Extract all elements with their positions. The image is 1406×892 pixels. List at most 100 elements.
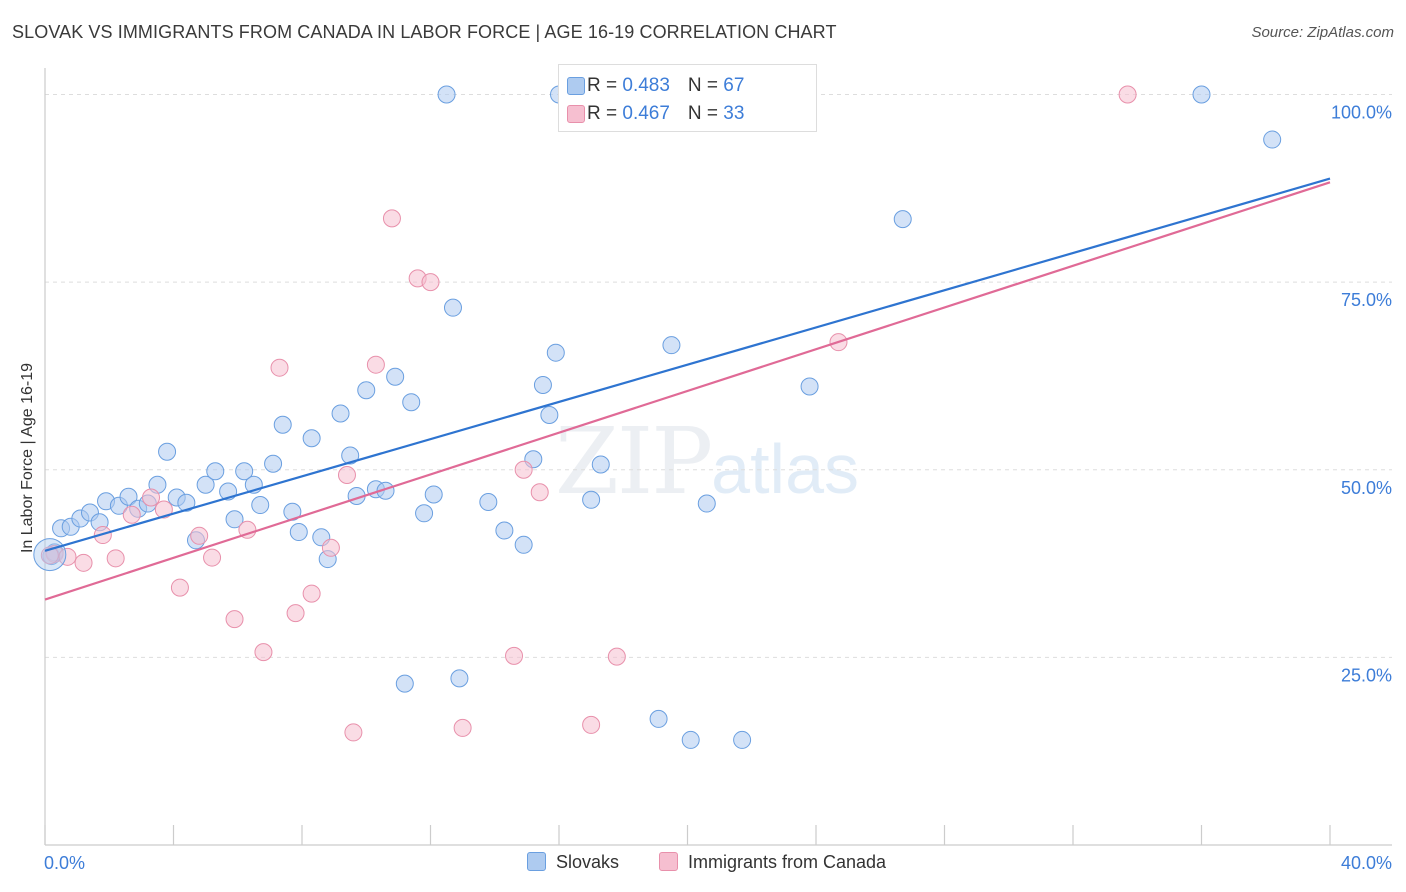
point-canada [337, 466, 356, 485]
point-slovaks [495, 521, 514, 540]
point-slovaks [273, 415, 292, 434]
point-slovaks [402, 393, 421, 412]
correlation-legend: R = 0.483 N = 67 R = 0.467 N = 33 [558, 64, 817, 132]
legend-n-label: N = [687, 75, 724, 96]
point-slovaks [591, 455, 610, 474]
point-slovaks [158, 442, 177, 461]
point-slovaks [514, 535, 533, 554]
point-canada [302, 584, 321, 603]
point-slovaks [357, 381, 376, 400]
watermark-atlas: atlas [711, 430, 860, 508]
point-slovaks [395, 674, 414, 693]
point-slovaks [443, 298, 462, 317]
legend-r-label: R = [587, 75, 623, 96]
point-slovaks [649, 709, 668, 728]
legend-r-value: 0.483 [622, 75, 670, 96]
point-canada [530, 483, 549, 502]
point-slovaks [546, 343, 565, 362]
point-slovaks [533, 375, 552, 394]
point-canada [1118, 85, 1137, 104]
point-slovaks [733, 730, 752, 749]
point-canada [142, 488, 161, 507]
point-canada [344, 723, 363, 742]
bottom-legend-label-canada: Immigrants from Canada [688, 852, 887, 872]
point-canada [321, 538, 340, 557]
legend-r-label: R = [587, 103, 623, 124]
point-slovaks [437, 85, 456, 104]
point-canada [238, 520, 257, 539]
point-slovaks [662, 336, 681, 355]
point-canada [58, 547, 77, 566]
legend-r-value: 0.467 [622, 103, 670, 124]
legend-n-value: 33 [723, 103, 745, 124]
point-canada [154, 500, 173, 519]
x-tick-label: 0.0% [44, 853, 85, 873]
point-canada [74, 553, 93, 572]
point-slovaks [415, 504, 434, 523]
y-tick-label: 25.0% [1341, 665, 1392, 685]
point-slovaks [177, 493, 196, 512]
bottom-legend-canada: Immigrants from Canada [659, 852, 886, 873]
point-canada [106, 549, 125, 568]
chart-title: SLOVAK VS IMMIGRANTS FROM CANADA IN LABO… [12, 22, 837, 42]
y-tick-label: 100.0% [1331, 103, 1392, 123]
bottom-legend-slovaks: Slovaks [527, 852, 619, 873]
trend-line-slovaks [44, 177, 1331, 552]
point-canada [366, 355, 385, 374]
point-canada [505, 646, 524, 665]
bottom-legend-swatch-slovaks [527, 852, 546, 871]
point-canada [582, 715, 601, 734]
point-slovaks [33, 538, 67, 572]
legend-row-canada: R = 0.467 N = 33 [567, 101, 745, 127]
point-slovaks [540, 405, 559, 424]
point-slovaks [386, 367, 405, 386]
point-canada [514, 460, 533, 479]
point-canada [122, 505, 141, 524]
point-canada [421, 273, 440, 292]
point-slovaks [582, 490, 601, 509]
y-tick-label: 50.0% [1341, 478, 1392, 498]
point-slovaks [479, 493, 498, 512]
point-canada [270, 358, 289, 377]
bottom-legend-swatch-canada [659, 852, 678, 871]
point-slovaks [1192, 85, 1211, 104]
legend-row-slovaks: R = 0.483 N = 67 [567, 73, 745, 99]
trend-lines [44, 177, 1331, 601]
point-slovaks [264, 454, 283, 473]
point-slovaks [235, 462, 254, 481]
point-slovaks [681, 730, 700, 749]
tick-labels: 25.0% 50.0% 75.0% 100.0% 0.0% 40.0% [44, 103, 1392, 873]
watermark: ZIPatlas [555, 408, 859, 515]
bottom-legend-label-slovaks: Slovaks [556, 852, 620, 872]
point-slovaks [331, 404, 350, 423]
point-slovaks [289, 523, 308, 542]
point-slovaks [697, 494, 716, 513]
point-canada [254, 643, 273, 662]
point-canada [453, 718, 472, 737]
point-canada [225, 610, 244, 629]
point-slovaks [893, 210, 912, 229]
point-slovaks [424, 485, 443, 504]
point-canada [170, 578, 189, 597]
point-canada [382, 209, 401, 228]
data-points [33, 85, 1282, 749]
axes [44, 68, 1392, 846]
point-slovaks [450, 669, 469, 688]
point-canada [607, 647, 626, 666]
point-slovaks [341, 446, 360, 465]
point-slovaks [1263, 130, 1282, 149]
point-slovaks [206, 462, 225, 481]
point-slovaks [119, 487, 138, 506]
point-canada [190, 526, 209, 545]
point-slovaks [800, 377, 819, 396]
legend-swatch-slovaks [567, 77, 585, 95]
legend-n-value: 67 [723, 75, 745, 96]
source-credit: Source: ZipAtlas.com [1251, 24, 1394, 41]
legend-n-label: N = [687, 103, 724, 124]
point-slovaks [225, 510, 244, 529]
x-tick-label: 40.0% [1341, 853, 1392, 873]
grid-lines [45, 94, 1392, 658]
point-slovaks [302, 429, 321, 448]
y-tick-label: 75.0% [1341, 290, 1392, 310]
